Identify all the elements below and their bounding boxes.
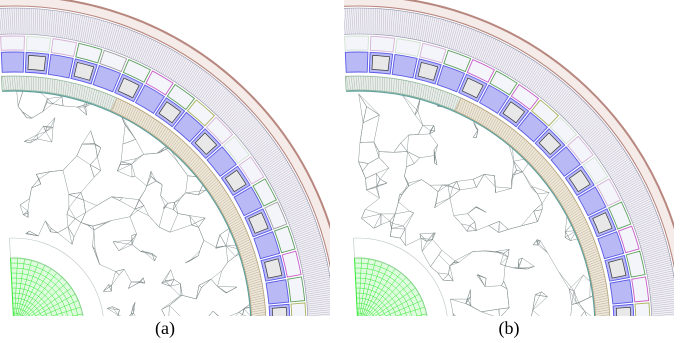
stator-slot-block — [281, 250, 302, 278]
stator-fine-mesh — [0, 7, 330, 316]
stator-slot-block — [186, 99, 216, 127]
slot-element — [502, 101, 526, 124]
winding-coil-block — [344, 51, 369, 73]
winding-coil-block — [253, 231, 281, 260]
panel-b-mesh — [344, 0, 674, 316]
stator-slot-block — [549, 116, 578, 145]
mesh-diagram-a — [0, 0, 330, 316]
stator-slot-block — [50, 38, 78, 58]
winding-coil-block — [609, 279, 634, 305]
winding-ring — [0, 35, 307, 316]
winding-coil-block — [577, 186, 607, 217]
stator-slot-block — [419, 42, 447, 64]
winding-coil-block — [265, 279, 290, 305]
winding-ring — [344, 35, 651, 316]
rotor-band-hatching — [346, 75, 610, 316]
rotor-teal-rim — [346, 90, 596, 316]
caption-a: (a) — [155, 318, 175, 338]
winding-coil-block — [391, 53, 418, 79]
stator-slot-block — [122, 58, 152, 83]
winding-coil-block — [206, 146, 237, 177]
slot-element — [608, 258, 627, 279]
slot-element — [417, 62, 439, 81]
stator-slot-block — [617, 225, 640, 254]
stator-slot-block — [344, 35, 369, 51]
stator-slot-block — [510, 83, 540, 111]
rotor-band-hatching — [2, 75, 266, 316]
winding-coil-block — [0, 51, 25, 73]
stator-slot-block — [205, 116, 234, 145]
stator-slot-block — [145, 70, 174, 96]
panel-a-mesh — [0, 0, 330, 316]
slot-element — [371, 55, 391, 72]
winding-coil-block — [550, 146, 581, 177]
winding-coil-block — [47, 53, 74, 79]
winding-coil-block — [436, 64, 466, 93]
slot-element — [264, 258, 283, 279]
slot-element — [271, 306, 288, 316]
stator-slot-block — [369, 35, 396, 53]
stator-slot-block — [596, 178, 621, 207]
stator-slot-block — [489, 70, 518, 96]
slot-element — [615, 306, 632, 316]
stator-slot-block — [223, 135, 250, 164]
stator-yoke — [0, 7, 330, 316]
outer-frame-edge — [402, 0, 674, 230]
winding-coil-block — [134, 84, 166, 114]
outer-frame-edge — [58, 0, 330, 230]
stator-slot-block — [166, 83, 196, 111]
stator-slot-block — [290, 302, 307, 316]
stator-slot-block — [99, 49, 128, 73]
winding-coil-block — [233, 186, 263, 217]
stator-slot-block — [634, 302, 651, 316]
shaft-mesh — [354, 258, 427, 316]
stator-slot-block — [0, 35, 25, 51]
rotor-teal-rim — [2, 90, 252, 316]
slot-element — [158, 101, 182, 124]
stator-slot-block — [582, 156, 609, 185]
mesh-diagram-b — [344, 0, 674, 316]
slot-element — [461, 77, 484, 99]
stator-slot-block — [530, 99, 560, 127]
shaft-mesh — [10, 258, 83, 316]
slot-element — [117, 77, 140, 99]
winding-coil-block — [173, 111, 205, 143]
stator-slot-block — [631, 276, 650, 303]
winding-coil-block — [478, 84, 510, 114]
shaft-transition-ring — [9, 237, 104, 316]
slot-element — [592, 212, 613, 234]
slot-element — [194, 132, 218, 155]
slot-element — [73, 62, 95, 81]
stator-slot-block — [287, 276, 306, 303]
stator-slot-block — [238, 156, 265, 185]
slot-element — [538, 132, 562, 155]
stator-slot-block — [264, 201, 288, 230]
winding-coil-block — [517, 111, 549, 143]
slot-element — [27, 55, 47, 72]
stator-yoke — [344, 7, 674, 316]
shaft-transition-ring — [353, 237, 448, 316]
stator-slot-block — [75, 42, 103, 64]
stator-slot-block — [625, 250, 646, 278]
caption-b: (b) — [498, 318, 520, 338]
slot-element — [248, 212, 269, 234]
stator-slot-block — [608, 201, 632, 230]
stator-slot-block — [394, 38, 422, 58]
stator-slot-block — [273, 225, 296, 254]
stator-fine-mesh — [344, 7, 674, 316]
stator-slot-block — [252, 178, 277, 207]
winding-coil-block — [92, 64, 122, 93]
stator-slot-block — [25, 35, 52, 53]
stator-slot-block — [443, 49, 472, 73]
slot-element — [568, 169, 591, 193]
slot-element — [224, 169, 247, 193]
stator-slot-block — [567, 135, 594, 164]
winding-coil-block — [597, 231, 625, 260]
stator-slot-block — [466, 58, 496, 83]
